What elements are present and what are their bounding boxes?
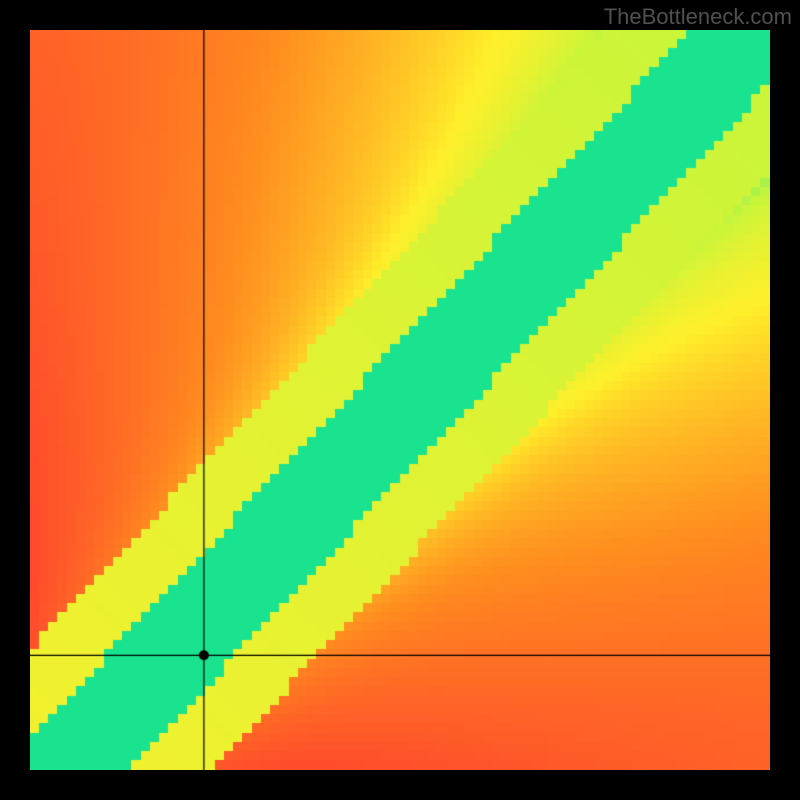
heatmap-canvas [30,30,770,770]
watermark-label: TheBottleneck.com [604,4,792,30]
chart-container: TheBottleneck.com [0,0,800,800]
